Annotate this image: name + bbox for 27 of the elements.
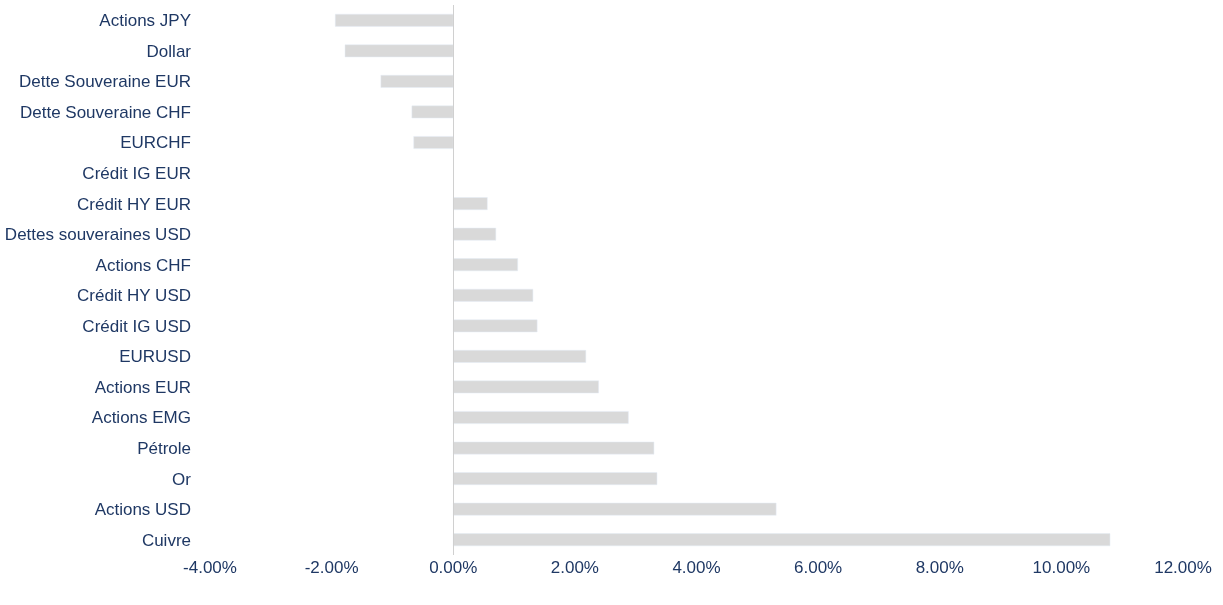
y-tick-label: Actions EMG: [91, 408, 191, 428]
x-tick-label: -4.00%: [183, 558, 237, 577]
x-tick-label: 8.00%: [915, 558, 964, 577]
y-tick-label: Crédit HY EUR: [77, 194, 191, 214]
x-tick-label: 6.00%: [794, 558, 843, 577]
y-tick-label: Pétrole: [137, 439, 191, 459]
y-tick-label: EURCHF: [120, 133, 191, 153]
y-tick-label: Crédit HY USD: [77, 286, 191, 306]
y-tick-label: EURUSD: [119, 347, 191, 367]
y-tick-label: Dettes souveraines USD: [4, 225, 191, 245]
y-tick-label: Actions JPY: [99, 11, 191, 31]
y-tick-label: Cuivre: [141, 530, 191, 550]
y-tick-label: Actions CHF: [95, 255, 191, 275]
x-tick-label: 0.00%: [429, 558, 478, 577]
y-tick-label: Crédit IG USD: [82, 316, 191, 336]
y-tick-label: Dette Souveraine EUR: [19, 72, 191, 92]
y-tick-label: Crédit IG EUR: [82, 164, 191, 184]
x-tick-label: 12.00%: [1154, 558, 1212, 577]
y-tick-label: Actions EUR: [94, 377, 191, 397]
x-tick-label: 4.00%: [672, 558, 721, 577]
x-tick-label: 2.00%: [550, 558, 599, 577]
y-tick-label: Dollar: [146, 41, 192, 61]
y-tick-label: Or: [172, 469, 192, 489]
y-tick-label: Dette Souveraine CHF: [19, 102, 191, 122]
x-tick-label: -2.00%: [304, 558, 359, 577]
y-tick-label: Actions USD: [94, 500, 191, 520]
x-tick-label: 10.00%: [1032, 558, 1091, 577]
